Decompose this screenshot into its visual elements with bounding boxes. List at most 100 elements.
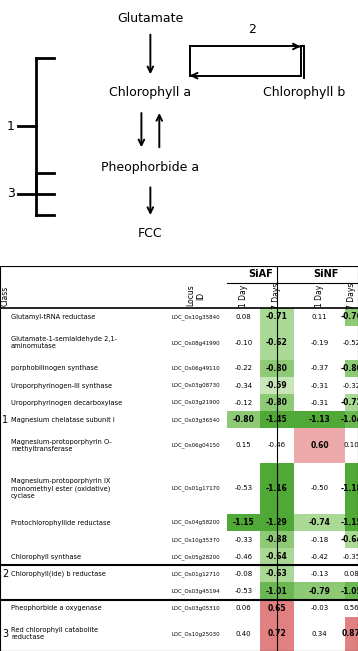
Text: Pheophorbide a: Pheophorbide a [101,161,199,174]
Text: -0.10: -0.10 [234,340,252,346]
Text: 2: 2 [2,569,8,579]
Text: LOC_Os06g49110: LOC_Os06g49110 [172,365,220,371]
Text: 0.10: 0.10 [344,443,358,449]
Bar [260,326,294,360]
Text: LOC_Os01g12710: LOC_Os01g12710 [172,571,220,577]
Text: LOC_Os10g35840: LOC_Os10g35840 [172,314,220,320]
Text: 7 Days: 7 Days [347,283,356,309]
Text: 0.34: 0.34 [312,631,327,637]
Text: 0.65: 0.65 [268,603,286,613]
Text: -1.18: -1.18 [340,484,358,493]
Text: -0.12: -0.12 [234,400,252,406]
Text: SiNF: SiNF [314,269,339,279]
Bar [260,600,294,616]
Text: 1 Day: 1 Day [315,284,324,307]
Text: -1.45: -1.45 [266,415,288,424]
Text: porphobilinogen synthase: porphobilinogen synthase [11,365,98,371]
Text: Chlorophyll(ide) b reductase: Chlorophyll(ide) b reductase [11,571,106,577]
Text: LOC_Os10g35370: LOC_Os10g35370 [172,537,220,542]
Text: -1.01: -1.01 [266,587,288,596]
Text: -0.53: -0.53 [234,588,252,594]
Text: -0.31: -0.31 [310,383,329,389]
Text: -0.59: -0.59 [266,381,288,390]
Text: 0.08: 0.08 [344,571,358,577]
Text: LOC_Os05g28200: LOC_Os05g28200 [172,554,220,560]
Text: Glutamate: Glutamate [117,12,184,25]
Text: Magnesium-protoporphyrin O-
methyltransferase: Magnesium-protoporphyrin O- methyltransf… [11,439,112,452]
Bar [345,514,358,531]
Text: -0.64: -0.64 [266,552,288,561]
Text: -0.80: -0.80 [340,364,358,373]
Bar [260,360,294,377]
Text: -0.46: -0.46 [234,554,252,560]
Text: Locus
ID: Locus ID [187,284,205,307]
Text: -0.71: -0.71 [266,312,288,322]
Bar [345,309,358,326]
Text: Glutamyl-tRNA reductase: Glutamyl-tRNA reductase [11,314,96,320]
Text: -0.80: -0.80 [232,415,255,424]
Text: 0.87: 0.87 [342,630,358,639]
Text: 1 Day: 1 Day [239,284,248,307]
Bar [294,514,345,531]
Bar [345,360,358,377]
Text: 0.06: 0.06 [236,605,251,611]
Text: -0.64: -0.64 [340,535,358,544]
Text: LOC_Os10g25030: LOC_Os10g25030 [172,631,220,637]
Text: -0.88: -0.88 [266,535,288,544]
Text: FCC: FCC [138,227,163,240]
Bar [294,428,345,463]
Text: -1.16: -1.16 [266,484,288,493]
Text: LOC_Os04g58200: LOC_Os04g58200 [172,519,220,525]
Text: Class: Class [0,285,10,306]
Text: 0.11: 0.11 [312,314,327,320]
Text: SiAF: SiAF [248,269,273,279]
Text: -0.74: -0.74 [309,518,330,527]
Bar [260,565,294,583]
Bar [345,463,358,514]
Text: -1.29: -1.29 [266,518,288,527]
Text: 0.15: 0.15 [236,443,251,449]
Text: 3: 3 [2,629,8,639]
Bar [260,309,294,326]
Text: 0.40: 0.40 [236,631,251,637]
Bar [260,548,294,565]
Text: LOC_Os08g41990: LOC_Os08g41990 [172,340,220,346]
Text: -0.31: -0.31 [310,400,329,406]
Text: -0.34: -0.34 [234,383,252,389]
Text: 0.72: 0.72 [267,630,286,639]
Text: Protochlorophyllide reductase: Protochlorophyllide reductase [11,519,111,525]
Text: -1.04: -1.04 [340,415,358,424]
Bar [260,377,294,394]
Text: -0.52: -0.52 [342,340,358,346]
Text: -0.80: -0.80 [266,364,288,373]
Text: -1.15: -1.15 [233,518,254,527]
Text: Chlorophyll a: Chlorophyll a [109,87,192,100]
Text: 2: 2 [248,23,256,36]
Bar [260,463,294,514]
Bar [345,616,358,651]
Text: -0.79: -0.79 [309,587,330,596]
Text: Magnesium chelatase subunit I: Magnesium chelatase subunit I [11,417,115,422]
Text: -0.37: -0.37 [310,365,329,371]
Text: -1.05: -1.05 [340,587,358,596]
Text: Pheophorbide a oxygenase: Pheophorbide a oxygenase [11,605,102,611]
Bar [260,514,294,531]
Text: Chlorophyll b: Chlorophyll b [263,87,345,100]
Bar [260,616,294,651]
Text: -0.76: -0.76 [340,312,358,322]
Text: 0.56: 0.56 [344,605,358,611]
Text: LOC_Os03g21900: LOC_Os03g21900 [172,400,220,406]
Text: -0.18: -0.18 [310,536,329,543]
Text: -0.53: -0.53 [234,485,252,492]
Bar [294,411,345,428]
Text: -0.42: -0.42 [310,554,329,560]
Bar [260,411,294,428]
Text: -0.22: -0.22 [234,365,252,371]
Text: 7 Days: 7 Days [272,283,281,309]
Text: LOC_Os01g17170: LOC_Os01g17170 [172,486,220,491]
Text: Uroporphyrinogen decarboxylase: Uroporphyrinogen decarboxylase [11,400,122,406]
Bar [260,583,294,600]
Text: LOC_Os03g45194: LOC_Os03g45194 [172,589,220,594]
Text: LOC_Os06g04150: LOC_Os06g04150 [172,443,220,449]
Text: -0.62: -0.62 [266,338,288,347]
